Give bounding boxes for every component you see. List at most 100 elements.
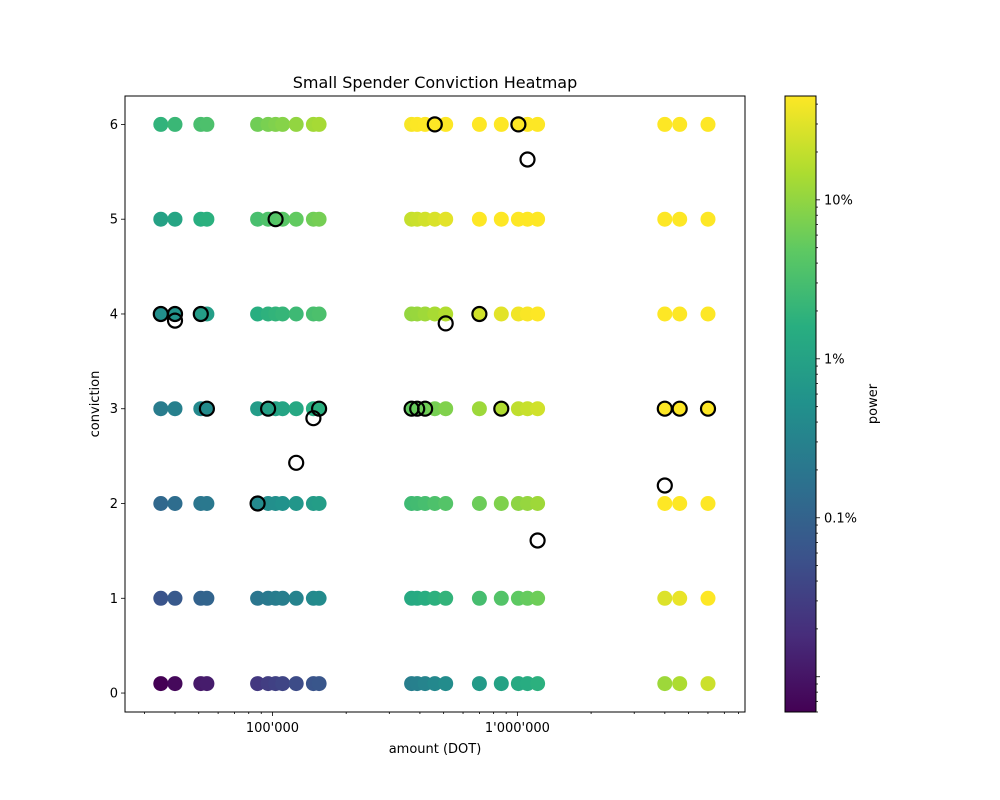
highlighted-point [671,400,688,417]
highlighted-point [166,312,184,329]
data-point [250,306,266,322]
data-point [153,306,169,322]
data-point [199,211,215,227]
data-point [672,211,688,227]
data-point [700,211,716,227]
data-point [199,116,215,132]
data-point [427,116,443,132]
data-point [493,211,509,227]
data-point [657,116,673,132]
data-point [471,676,487,692]
data-point [530,676,546,692]
data-point [250,211,266,227]
data-point [311,590,327,606]
highlighted-point [493,400,510,417]
y-tick-label: 5 [110,213,118,228]
x-tick-label: 100'000 [246,721,299,736]
highlighted-point [198,400,215,417]
data-point [471,496,487,511]
data-point [167,116,183,132]
y-tick-label: 3 [110,402,118,417]
plot-frame [124,95,746,713]
data-point [153,211,169,227]
data-point [250,676,266,692]
data-point [250,590,266,606]
data-point [672,401,688,417]
data-point [657,590,673,606]
data-point [167,401,183,417]
data-point [700,590,716,606]
x-tick-label: 1'000'000 [485,721,550,736]
data-point [167,496,183,511]
highlighted-point [656,477,673,494]
data-point [288,211,304,227]
data-point [288,676,304,692]
y-tick-label: 0 [110,687,118,702]
data-point [288,116,304,132]
data-point [199,496,215,511]
data-point [167,676,183,692]
data-point [657,211,673,227]
highlighted-point [249,495,266,512]
data-point [438,676,454,692]
data-point [427,496,443,511]
y-tick-label: 2 [110,497,118,512]
data-point [471,211,487,227]
colorbar-tick-label: 0.1% [824,511,857,526]
highlighted-point [510,116,527,133]
y-tick-label: 6 [110,118,118,133]
data-point [700,401,716,417]
data-point [700,116,716,132]
data-point [700,676,716,692]
data-point [250,496,266,511]
data-point [275,401,291,417]
data-point [672,496,688,511]
highlighted-point [437,315,454,332]
y-axis-label: conviction [88,371,103,438]
y-tick-label: 1 [110,592,118,607]
highlighted-point [426,116,443,133]
data-point [167,211,183,227]
data-point [275,306,291,322]
colorbar-tick-label: 1% [824,352,845,367]
data-point [153,401,169,417]
data-point [493,590,509,606]
colorbar-ticks: 0.1% 1% 10% [816,103,857,713]
data-point [530,496,546,511]
data-point [530,306,546,322]
data-point [700,306,716,322]
data-point [199,676,215,692]
data-point [288,306,304,322]
colorbar [784,95,817,713]
data-point [657,401,673,417]
highlighted-markers [152,116,717,549]
data-point [199,590,215,606]
data-point [471,306,487,322]
data-point [153,590,169,606]
data-point [275,590,291,606]
data-point [530,401,546,417]
data-point [311,676,327,692]
data-point [657,496,673,511]
scatter-markers [153,116,716,692]
data-point [672,116,688,132]
data-point [199,401,215,417]
x-axis: 100'000 1'000'000 [143,712,739,736]
data-point [530,590,546,606]
highlighted-point [417,400,434,417]
data-point [672,590,688,606]
data-point [471,590,487,606]
highlighted-point [699,400,717,417]
data-point [427,590,443,606]
highlighted-point [260,400,277,417]
chart-title: Small Spender Conviction Heatmap [293,73,578,92]
y-tick-label: 4 [110,307,118,322]
data-point [438,211,454,227]
data-point [153,676,169,692]
data-point [153,116,169,132]
data-point [153,496,169,511]
highlighted-point [529,532,546,549]
data-point [493,496,509,511]
highlighted-point [311,400,328,417]
